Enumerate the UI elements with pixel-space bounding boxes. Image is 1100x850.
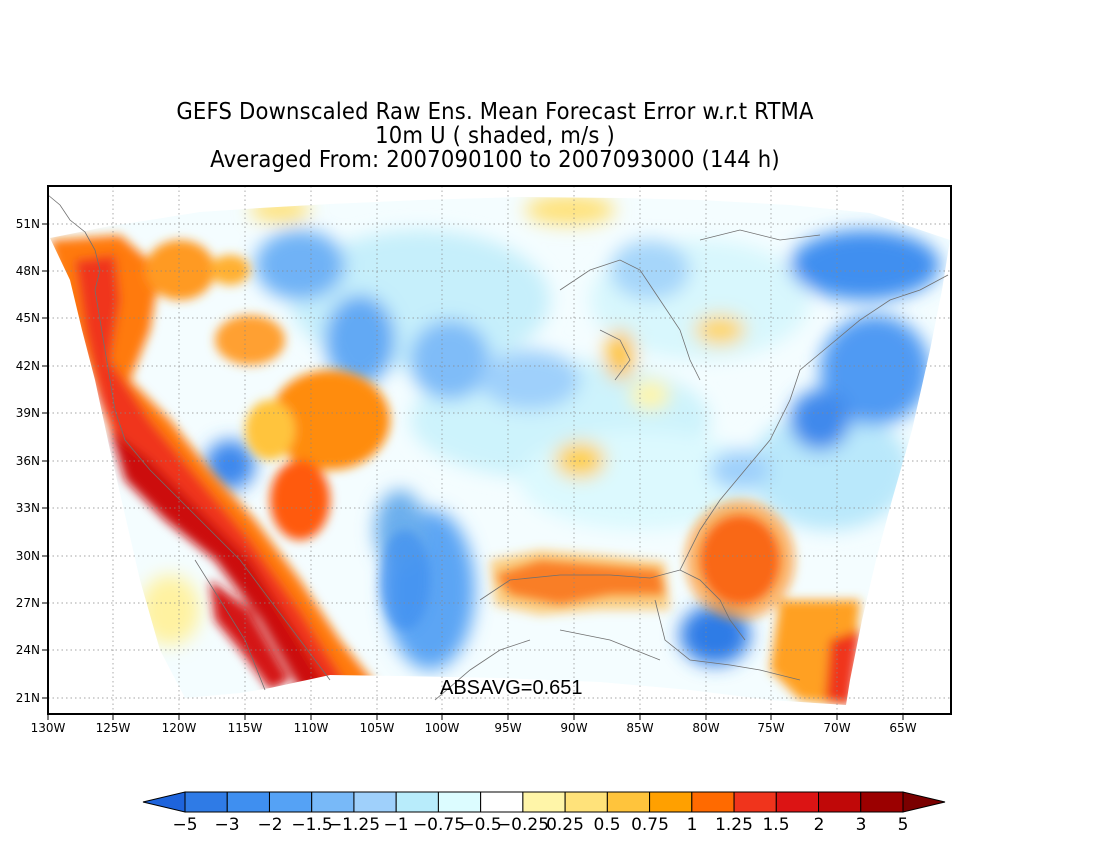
colorbar-box bbox=[818, 791, 862, 813]
colorbar-label: −0.5 bbox=[460, 815, 501, 835]
lat-label: 21N bbox=[16, 691, 40, 705]
lon-label: 95W bbox=[494, 721, 521, 735]
longitude-labels: 130W 125W 120W 115W 110W 105W 100W 95W 9… bbox=[31, 721, 917, 735]
gridlines bbox=[48, 186, 951, 714]
lon-label: 65W bbox=[889, 721, 916, 735]
lat-label: 48N bbox=[16, 264, 40, 278]
colorbar-label: 5 bbox=[898, 815, 909, 835]
colorbar-box bbox=[184, 791, 228, 813]
colorbar-box bbox=[437, 791, 482, 813]
coastlines bbox=[47, 194, 949, 701]
colorbar-label: −0.25 bbox=[497, 815, 549, 835]
lat-label: 45N bbox=[16, 311, 40, 325]
colorbar-label: −0.75 bbox=[413, 815, 465, 835]
lon-label: 80W bbox=[692, 721, 719, 735]
colorbar-box bbox=[775, 791, 820, 813]
lon-label: 110W bbox=[294, 721, 329, 735]
lon-label: 70W bbox=[823, 721, 850, 735]
lat-label: 30N bbox=[16, 549, 40, 563]
colorbar-label: −1.5 bbox=[291, 815, 332, 835]
colorbar-label: 0.75 bbox=[631, 815, 669, 835]
colorbar-box bbox=[733, 791, 777, 813]
colorbar-box bbox=[226, 791, 270, 813]
lon-label: 105W bbox=[360, 721, 395, 735]
title-line-1: GEFS Downscaled Raw Ens. Mean Forecast E… bbox=[176, 99, 814, 125]
colorbar-box bbox=[480, 791, 524, 813]
title-line-2: 10m U ( shaded, m/s ) bbox=[375, 123, 615, 149]
lat-label: 42N bbox=[16, 359, 40, 373]
colorbar-right-arrow bbox=[902, 791, 946, 813]
colorbar bbox=[142, 791, 946, 813]
colorbar-labels: −5 −3 −2 −1.5 −1.25 −1 −0.75 −0.5 −0.25 … bbox=[172, 815, 908, 835]
colorbar-box bbox=[353, 791, 397, 813]
colorbar-label: 0.5 bbox=[593, 815, 620, 835]
lon-label: 90W bbox=[560, 721, 587, 735]
lat-label: 36N bbox=[16, 454, 40, 468]
colorbar-box bbox=[649, 791, 693, 813]
lon-label: 100W bbox=[425, 721, 460, 735]
shaded-field bbox=[50, 197, 950, 705]
colorbar-label: 3 bbox=[856, 815, 867, 835]
colorbar-label: 1 bbox=[687, 815, 698, 835]
latitude-labels: 51N 48N 45N 42N 39N 36N 33N 30N 27N 24N … bbox=[16, 217, 40, 705]
colorbar-box bbox=[311, 791, 355, 813]
colorbar-label: 1.5 bbox=[762, 815, 789, 835]
colorbar-label: −5 bbox=[172, 815, 197, 835]
colorbar-box bbox=[860, 791, 904, 813]
colorbar-label: 1.25 bbox=[715, 815, 753, 835]
colorbar-box bbox=[564, 791, 608, 813]
lat-label: 24N bbox=[16, 643, 40, 657]
colorbar-box bbox=[691, 791, 735, 813]
colorbar-box bbox=[522, 791, 566, 813]
lon-label: 85W bbox=[626, 721, 653, 735]
colorbar-box bbox=[395, 791, 439, 813]
colorbar-label: −3 bbox=[214, 815, 239, 835]
title-line-3: Averaged From: 2007090100 to 2007093000 … bbox=[210, 147, 780, 173]
absavg-label: ABSAVG=0.651 bbox=[440, 677, 583, 699]
colorbar-label: 2 bbox=[814, 815, 825, 835]
lon-label: 75W bbox=[757, 721, 784, 735]
colorbar-left-arrow bbox=[142, 791, 186, 813]
map-frame bbox=[47, 185, 952, 715]
title-block: GEFS Downscaled Raw Ens. Mean Forecast E… bbox=[0, 100, 990, 172]
colorbar-label: −1.25 bbox=[328, 815, 380, 835]
lon-label: 130W bbox=[31, 721, 66, 735]
colorbar-label: 0.25 bbox=[546, 815, 584, 835]
lat-label: 33N bbox=[16, 501, 40, 515]
colorbar-box bbox=[606, 791, 651, 813]
lat-label: 39N bbox=[16, 406, 40, 420]
lat-label: 51N bbox=[16, 217, 40, 231]
colorbar-label: −2 bbox=[257, 815, 282, 835]
tick-marks bbox=[42, 223, 904, 720]
lon-label: 120W bbox=[162, 721, 197, 735]
colorbar-label: −1 bbox=[383, 815, 408, 835]
lat-label: 27N bbox=[16, 596, 40, 610]
lon-label: 125W bbox=[96, 721, 131, 735]
colorbar-box bbox=[268, 791, 313, 813]
lon-label: 115W bbox=[228, 721, 263, 735]
